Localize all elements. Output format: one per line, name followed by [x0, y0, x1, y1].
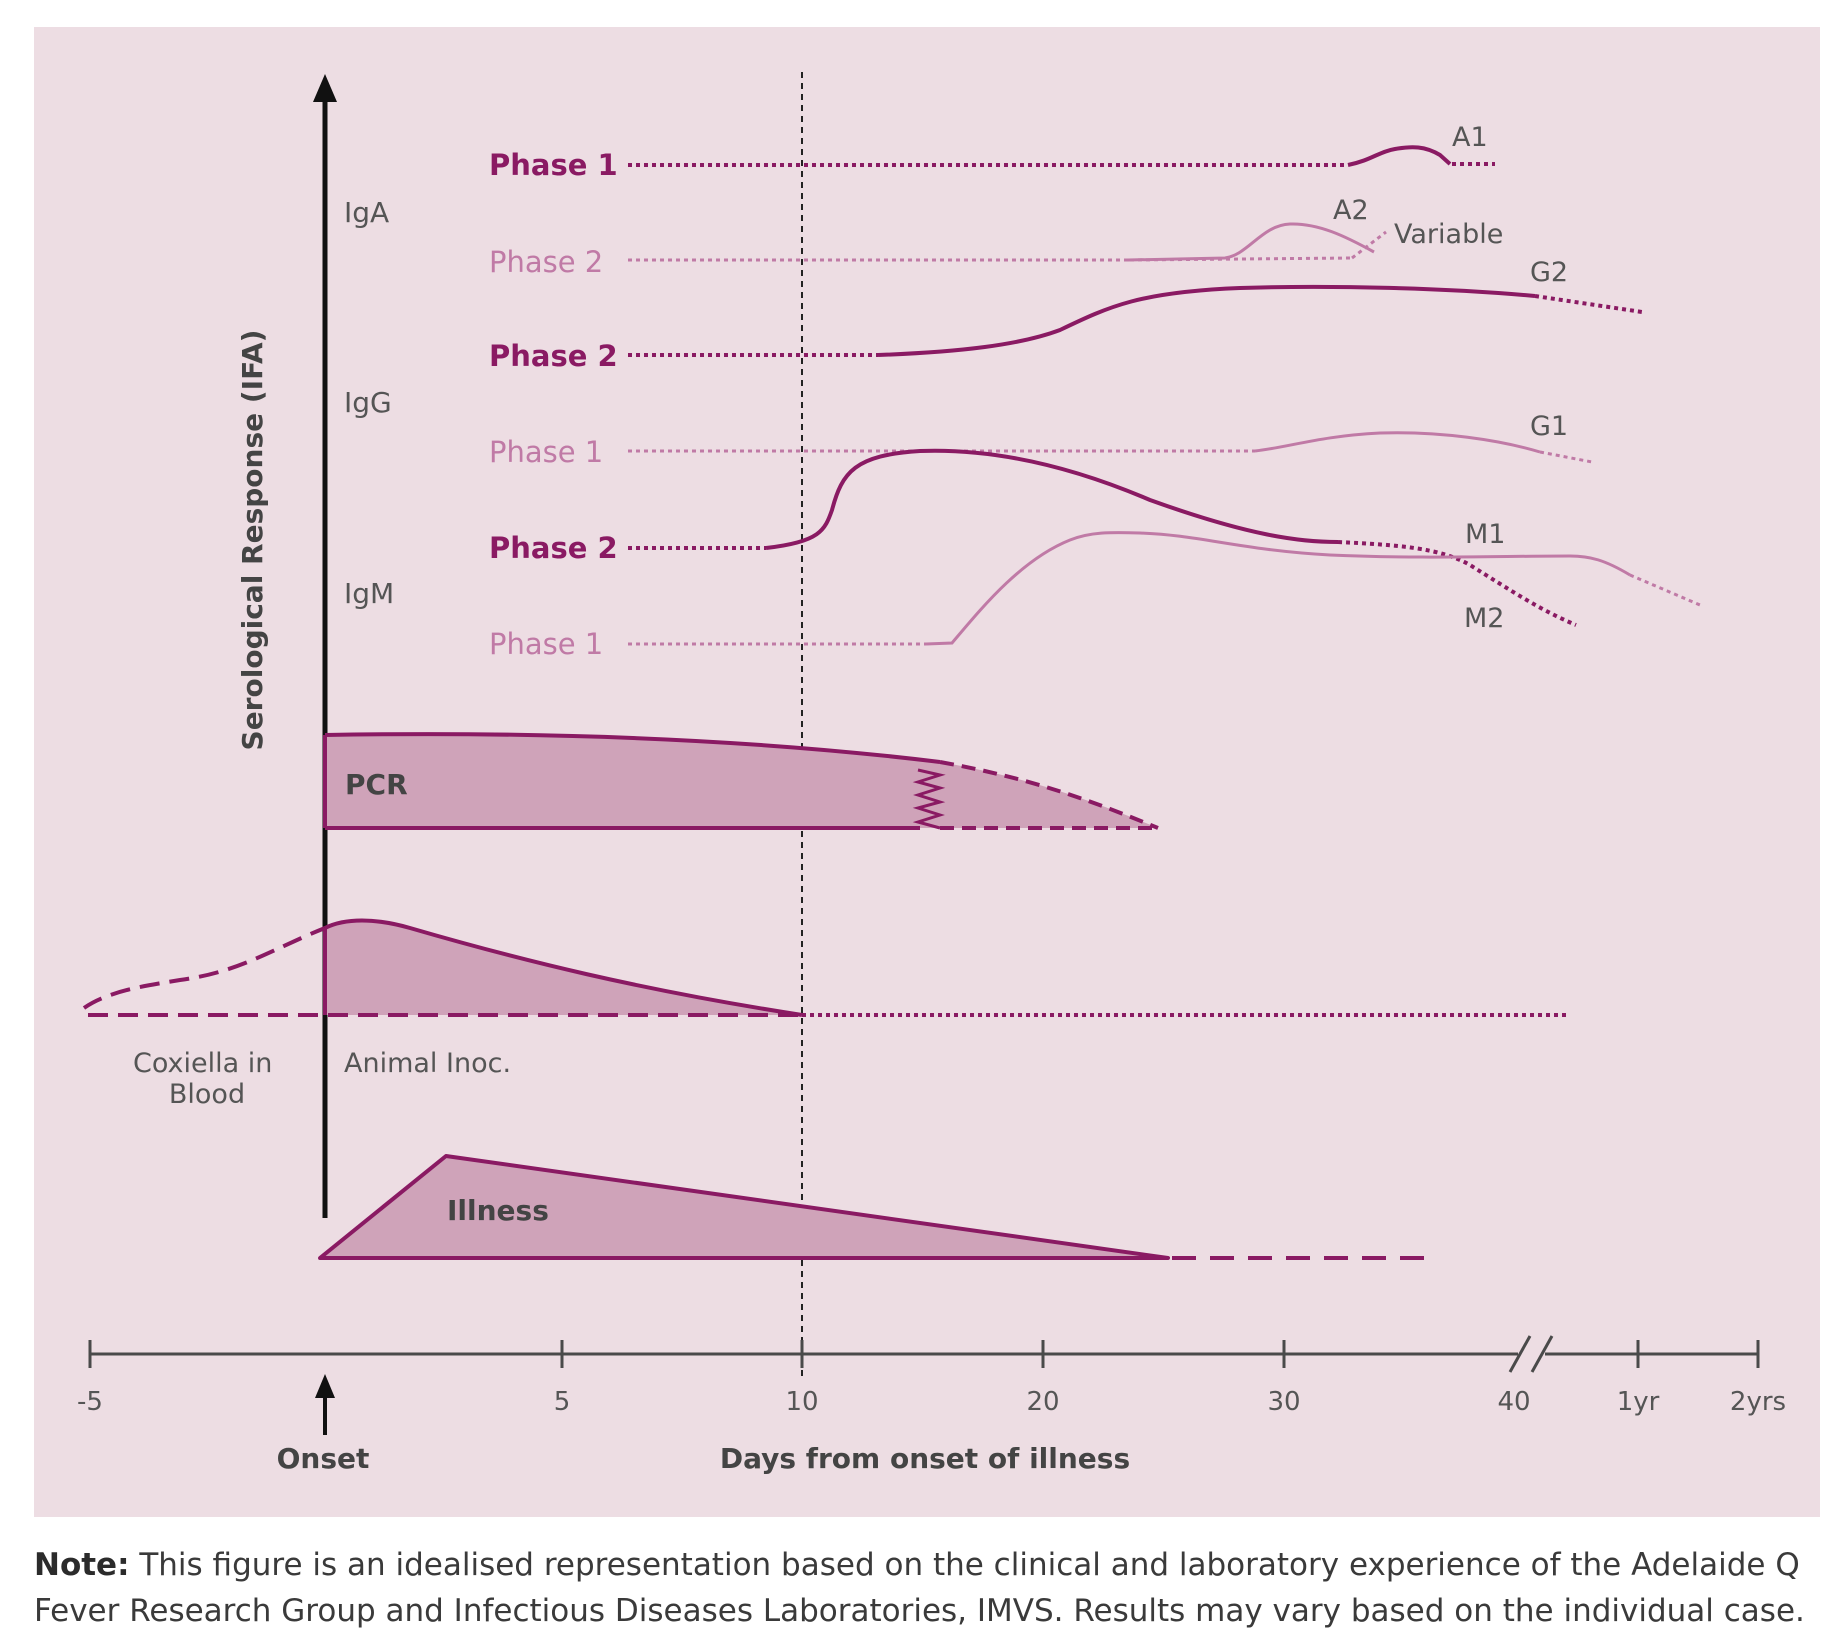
iga-phase1-curve	[628, 145, 1495, 167]
m1-label: M1	[1465, 519, 1505, 550]
igm-phase2-label: Phase 2	[489, 531, 618, 565]
a1-label: A1	[1452, 122, 1488, 153]
axis-break-mark-1	[1508, 1335, 1532, 1373]
q-fever-diagram: Serological Response (IFA) IgA IgG IgM P…	[34, 27, 1820, 1517]
igm-label: IgM	[344, 577, 394, 610]
illness-region	[318, 1154, 1426, 1260]
tick-label: 5	[554, 1387, 571, 1417]
y-axis-label: Serological Response (IFA)	[236, 330, 269, 751]
igm-phase1-curve	[628, 531, 1701, 646]
tick-label: 20	[1026, 1387, 1059, 1417]
pcr-region	[323, 732, 1159, 830]
blood-label-line2: Blood	[169, 1079, 245, 1110]
igg-phase2-curve	[628, 284, 1643, 357]
iga-phase2-curve	[628, 222, 1387, 262]
tick-label: 1yr	[1617, 1387, 1660, 1417]
tick-label: 2yrs	[1730, 1387, 1786, 1417]
x-tick-labels: -5 5 10 20 30 40 1yr 2yrs	[77, 1387, 1786, 1417]
blood-region	[82, 918, 1568, 1017]
onset-arrowhead	[315, 1374, 335, 1398]
variable-label: Variable	[1394, 219, 1503, 250]
igm-phase2-curve	[628, 448, 1577, 627]
blood-label: Coxiella in Blood	[133, 1048, 281, 1110]
axis-break-mark-2	[1530, 1335, 1554, 1373]
g2-label: G2	[1530, 257, 1568, 288]
x-axis	[88, 1335, 1760, 1373]
m2-label: M2	[1464, 603, 1504, 634]
igm-phase1-label: Phase 1	[489, 627, 603, 661]
g1-label: G1	[1530, 411, 1568, 442]
igg-phase2-label: Phase 2	[489, 339, 618, 373]
igg-phase1-label: Phase 1	[489, 435, 603, 469]
onset-label: Onset	[277, 1442, 370, 1475]
pcr-zigzag	[912, 768, 946, 830]
tick-label: 10	[785, 1387, 818, 1417]
pcr-label: PCR	[345, 768, 408, 801]
tick-label: 40	[1497, 1387, 1530, 1417]
illness-label: Illness	[447, 1194, 549, 1227]
iga-label: IgA	[344, 196, 389, 229]
tick-label: 30	[1267, 1387, 1300, 1417]
a2-label: A2	[1333, 195, 1369, 226]
x-axis-title: Days from onset of illness	[720, 1442, 1130, 1475]
iga-phase2-label: Phase 2	[489, 245, 603, 279]
tick-label: -5	[77, 1387, 103, 1417]
blood-label-line1: Coxiella in	[133, 1048, 272, 1079]
animal-inoc-label: Animal Inoc.	[344, 1048, 511, 1079]
iga-phase1-label: Phase 1	[489, 148, 618, 182]
note-bold-label: Note:	[34, 1547, 130, 1583]
note-text: This figure is an idealised representati…	[34, 1547, 1805, 1629]
y-axis-arrowhead	[313, 74, 337, 102]
igg-label: IgG	[344, 386, 392, 419]
figure-note: Note: This figure is an idealised repres…	[34, 1542, 1824, 1634]
